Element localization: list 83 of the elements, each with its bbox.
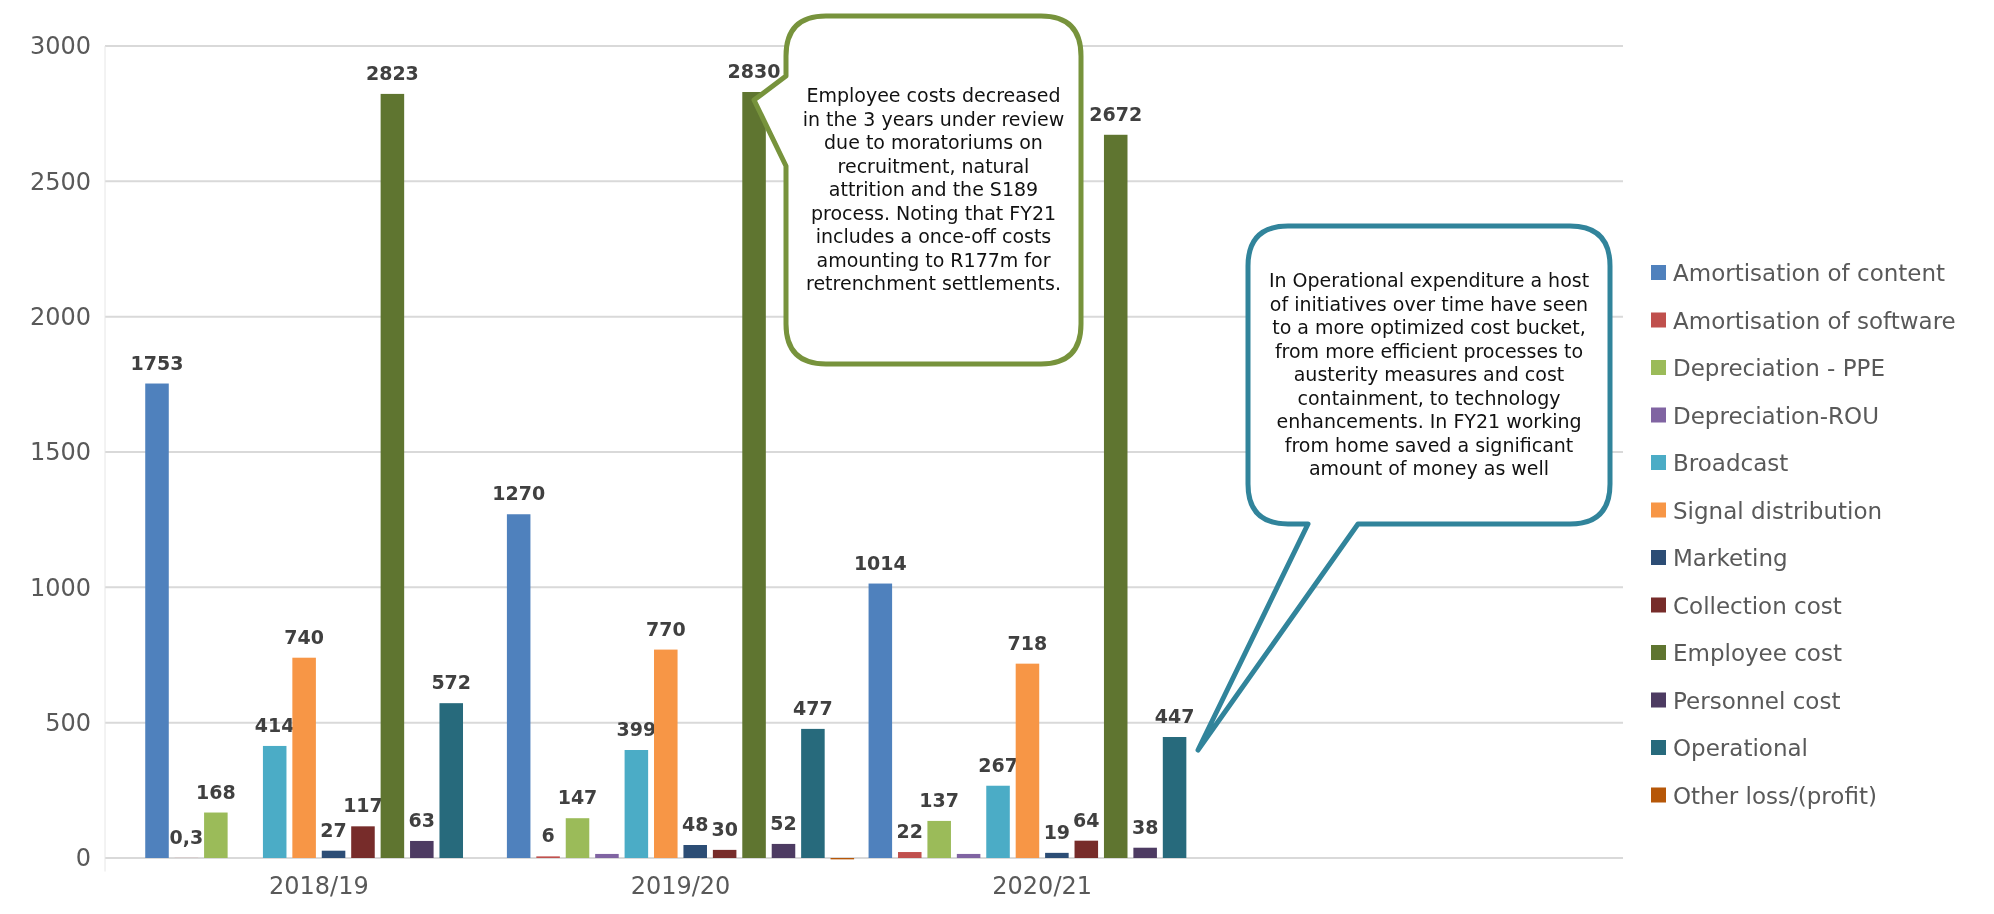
y-tick-label: 1500 (29, 438, 91, 467)
data-label: 2830 (727, 60, 781, 83)
data-label: 0,3 (169, 825, 204, 848)
bar (771, 843, 796, 858)
bar (410, 840, 434, 858)
data-label: 22 (896, 820, 923, 843)
y-tick-label: 2000 (29, 303, 91, 332)
bar (595, 853, 619, 858)
legend-label: Depreciation - PPE (1673, 355, 1885, 382)
bar (624, 750, 649, 858)
legend-label: Depreciation-ROU (1673, 402, 1879, 429)
bar (712, 849, 737, 858)
bar (351, 826, 375, 858)
legend-label: Employee cost (1673, 640, 1842, 667)
bar (1074, 840, 1099, 858)
legend-label: Operational (1673, 735, 1808, 762)
data-label: 117 (343, 794, 383, 817)
bar (439, 703, 464, 858)
x-tick-label: 2018/19 (268, 871, 369, 900)
bar (868, 583, 893, 858)
bar (956, 853, 981, 858)
bar (986, 785, 1010, 858)
data-label: 1753 (130, 351, 184, 374)
bar (262, 745, 287, 858)
bar (321, 850, 346, 858)
data-label: 2823 (365, 61, 419, 84)
data-label: 137 (919, 788, 960, 811)
y-tick-label: 2500 (29, 167, 91, 196)
data-label: 740 (284, 625, 324, 648)
text: In Operational expenditure a host of initiatives over time have seen to a more optimized cost bucket, from more efficient processes to austerity measures and cost containment, to technology enhancements. In FY21 working from home saved a significant amount of money as well (1268, 269, 1590, 480)
data-label: 477 (793, 696, 833, 719)
legend-label: Amortisation of content (1673, 260, 1946, 287)
data-label: 168 (196, 780, 236, 803)
bar (683, 845, 707, 858)
legend-label: Marketing (1673, 545, 1788, 572)
y-tick-label: 500 (45, 709, 91, 738)
bar (1162, 737, 1187, 858)
data-label: 64 (1073, 808, 1100, 831)
data-label: 2672 (1089, 102, 1143, 125)
bar (1103, 134, 1128, 858)
data-label: 63 (408, 808, 436, 831)
data-label: 1270 (492, 482, 546, 505)
data-label: 48 (681, 813, 709, 836)
x-tick-label: 2019/20 (630, 871, 731, 900)
y-tick-label: 1000 (29, 573, 91, 602)
data-label: 718 (1007, 631, 1048, 654)
legend-label: Personnel cost (1673, 687, 1841, 714)
bar (1045, 852, 1069, 858)
bar (927, 820, 951, 858)
bar (801, 728, 825, 858)
data-label: 1014 (853, 551, 907, 574)
y-tick-label: 3000 (29, 32, 91, 61)
bar (145, 383, 169, 858)
bar (897, 852, 922, 858)
data-label: 6 (541, 824, 555, 847)
data-label: 19 (1043, 820, 1071, 843)
data-label: 38 (1131, 815, 1159, 838)
bar (380, 93, 405, 858)
data-label: 399 (616, 718, 657, 740)
data-label: 147 (557, 786, 598, 809)
legend-label: Other loss/(profit) (1673, 782, 1877, 809)
data-label: 572 (431, 671, 472, 694)
bar (292, 657, 316, 858)
legend-label: Amortisation of software (1673, 307, 1956, 334)
bar (565, 818, 590, 858)
legend-label: Signal distribution (1673, 497, 1883, 524)
data-label: 770 (645, 617, 686, 640)
bar (204, 812, 228, 858)
x-tick-label: 2020/21 (992, 871, 1093, 900)
bar (506, 514, 531, 858)
bar (1133, 847, 1157, 858)
y-tick-label: 0 (75, 844, 91, 873)
data-label: 267 (978, 753, 1018, 776)
legend-label: Broadcast (1673, 450, 1789, 477)
legend-label: Collection cost (1673, 592, 1842, 619)
text: Employee costs decreased in the 3 years under review due to moratoriums on recruitment, natural attrition and the S189 process. Noting that FY21 includes a once-off costs amounting to R177m for retrenchment settlements. (802, 84, 1065, 295)
data-label: 27 (320, 818, 347, 841)
bar (1015, 663, 1040, 858)
data-label: 447 (1154, 705, 1195, 728)
data-label: 52 (770, 811, 797, 834)
bar (654, 649, 678, 858)
bar (742, 92, 766, 858)
data-label: 30 (711, 817, 738, 840)
